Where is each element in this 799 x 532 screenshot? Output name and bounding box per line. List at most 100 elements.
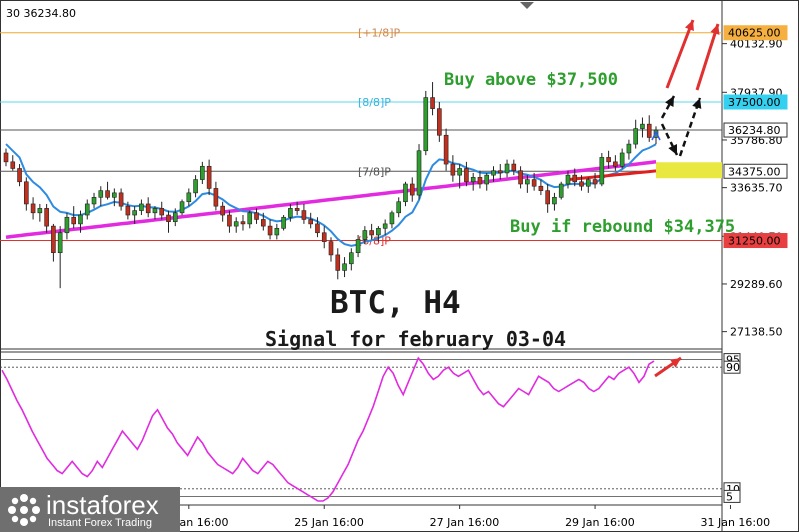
buy-rebound-label: Buy if rebound $34,375 [510, 217, 735, 237]
target-arrow-1-head [684, 20, 694, 31]
candle-body [565, 174, 571, 185]
candle-body [484, 174, 490, 185]
candle-body [416, 150, 422, 196]
candle-body [172, 212, 178, 222]
support-zone [656, 162, 722, 179]
rebound-arrow-up-head [692, 98, 702, 109]
cursor-icon [651, 130, 661, 141]
candle-body [125, 205, 131, 216]
pullback-arrow-down-head [668, 144, 677, 155]
target-arrow-2-head [710, 24, 720, 35]
candle-body [152, 208, 158, 214]
pullback-arrow-down [660, 123, 679, 156]
candle-body [78, 214, 83, 225]
candle-body [220, 205, 225, 216]
candle-body [118, 192, 124, 207]
candle-body [260, 219, 266, 227]
candle-body [335, 254, 341, 271]
candle-body [321, 232, 327, 242]
candle-body [57, 232, 63, 254]
candle-body [579, 181, 584, 187]
candle-body [10, 161, 16, 169]
osc-level-label: 5 [726, 490, 733, 503]
breakout-arrow-head [665, 96, 674, 107]
candle-body [315, 223, 320, 234]
osc-line [1, 356, 655, 502]
logo-tagline: Instant Forex Trading [48, 517, 152, 529]
y-tick-label: 29289.60 [730, 278, 783, 291]
chart-subtitle: Signal for february 03-04 [265, 327, 566, 351]
y-tick-label: 33635.70 [730, 182, 783, 195]
x-tick-label: 29 Jan 16:00 [565, 516, 635, 529]
candle-body [139, 203, 144, 211]
candle-body [267, 225, 273, 236]
x-tick-label: 25 Jan 16:00 [294, 516, 364, 529]
candle-body [450, 163, 456, 176]
level-name: [8/8]P [358, 96, 391, 109]
candle-body [247, 212, 253, 225]
candle-body [301, 210, 307, 220]
x-tick-label: 27 Jan 16:00 [430, 516, 500, 529]
y-tick-label: 40132.90 [730, 38, 783, 51]
candle-body [3, 152, 9, 163]
osc-level-label: 90 [726, 361, 740, 374]
candle-body [145, 203, 151, 214]
level-badge [723, 122, 788, 138]
candle-body [288, 208, 293, 218]
level-badge [723, 94, 788, 110]
candle-body [477, 177, 483, 185]
candle-body [281, 216, 286, 229]
candle-body [430, 97, 435, 109]
candle-body [362, 230, 368, 240]
candle-body [84, 203, 90, 216]
candle-body [369, 230, 374, 236]
osc-level-badge [723, 489, 741, 503]
candle-body [213, 188, 219, 207]
candle-body [328, 241, 334, 256]
annotations [651, 19, 720, 378]
candle-body [585, 179, 591, 187]
level-badge [723, 163, 788, 179]
candle-body [294, 208, 300, 211]
candle-body [457, 168, 462, 176]
level-badge-label: 36234.80 [728, 124, 781, 137]
candle-body [653, 129, 659, 138]
ma-slow-line [5, 160, 657, 239]
candle-body [518, 170, 523, 185]
candle-body [254, 212, 259, 220]
chart-title: BTC, H4 [330, 285, 461, 321]
candle-body [396, 201, 402, 214]
candle-body [443, 134, 449, 165]
candle-body [552, 196, 557, 205]
candle-body [98, 190, 104, 198]
candle-body [511, 163, 517, 172]
candle-body [376, 228, 381, 236]
candle-body [44, 208, 49, 227]
candle-body [193, 179, 198, 194]
target-arrow-2 [695, 23, 720, 91]
candle-body [504, 163, 510, 174]
candle-body [112, 192, 117, 198]
ma-red-line [567, 169, 657, 182]
candle-body [342, 263, 347, 271]
candle-body [200, 165, 205, 180]
candle-body [382, 223, 388, 229]
candle-body [545, 190, 550, 205]
candle-body [206, 165, 212, 189]
candle-body [166, 214, 171, 222]
level-name: [7/8]P [358, 165, 391, 178]
level-badge-label: 40625.00 [728, 27, 781, 40]
logo-icon [8, 494, 40, 526]
candle-body [179, 201, 185, 214]
candle-body [159, 208, 165, 216]
candle-body [633, 128, 638, 145]
candle-body [531, 179, 537, 187]
osc-arrow-head [670, 358, 681, 368]
candle-body [355, 239, 361, 254]
candle-body [233, 221, 239, 227]
level-badge [723, 233, 788, 249]
buy-above-label: Buy above $37,500 [444, 70, 618, 90]
level-name: [+1/8]P [358, 27, 401, 40]
candle-body [186, 192, 192, 203]
